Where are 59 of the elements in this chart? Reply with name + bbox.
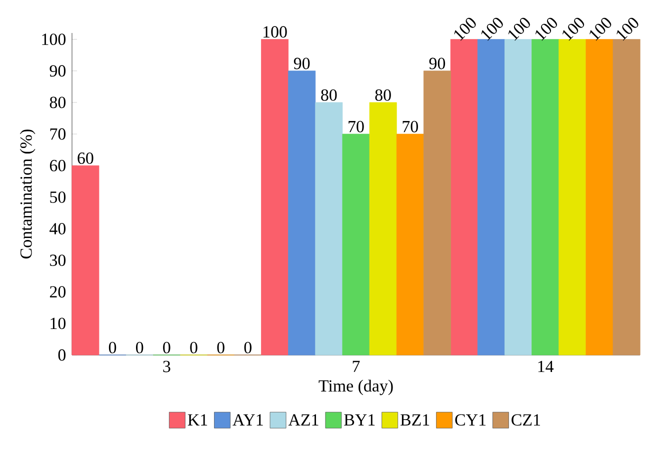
x-tick-label: 14: [538, 360, 554, 372]
bar: [72, 165, 100, 356]
data-label: 100: [481, 18, 503, 41]
data-label: 0: [108, 342, 116, 354]
bar: [315, 102, 343, 356]
bar: [504, 39, 532, 356]
bar: [396, 134, 424, 356]
data-label: 80: [375, 89, 391, 101]
y-tick-label: 10: [50, 318, 66, 330]
x-axis-title: Time (day): [318, 380, 393, 396]
bar: [423, 70, 451, 356]
y-tick-label: 100: [42, 34, 66, 46]
data-label: 0: [244, 342, 252, 354]
y-tick-label: 90: [50, 65, 66, 77]
bar: [261, 39, 289, 356]
bar: [558, 39, 586, 356]
legend-label: AZ1: [288, 414, 318, 426]
bar: [342, 134, 370, 356]
data-label: 0: [163, 342, 170, 354]
data-label: 70: [402, 120, 418, 132]
y-tick-label: 60: [50, 160, 66, 172]
x-tick-label: 7: [352, 360, 360, 372]
bar: [586, 39, 614, 356]
bar: [477, 39, 505, 356]
y-tick-label: 70: [50, 128, 66, 140]
data-label: 100: [616, 18, 638, 41]
bar: [532, 39, 560, 356]
data-label: 100: [535, 18, 558, 41]
data-label: 100: [562, 18, 584, 41]
data-label: 100: [454, 18, 476, 41]
data-label: 100: [264, 26, 287, 38]
legend-label: CZ1: [512, 414, 540, 426]
bar: [369, 102, 397, 356]
data-label: 100: [508, 18, 530, 41]
legend-label: BZ1: [400, 414, 430, 426]
legend-label: CY1: [455, 414, 486, 426]
x-tick-label: 3: [163, 360, 170, 372]
data-label: 0: [217, 342, 224, 354]
y-tick-label: 80: [50, 96, 66, 108]
y-tick-label: 30: [50, 254, 66, 266]
y-tick-label: 40: [50, 223, 66, 234]
data-label: 60: [78, 152, 94, 164]
data-label: 90: [429, 58, 446, 70]
data-label: 70: [348, 120, 364, 132]
bar: [288, 70, 316, 356]
y-axis-title: Contamination (%): [20, 130, 36, 258]
bar: [612, 39, 640, 356]
y-tick-label: 20: [50, 286, 66, 298]
y-tick-label: 0: [58, 349, 66, 361]
bar: [450, 39, 478, 356]
data-label: 100: [590, 18, 612, 41]
legend-label: AY1: [232, 414, 263, 426]
data-label: 0: [136, 342, 144, 354]
y-tick-label: 50: [50, 191, 66, 203]
legend-label: K1: [188, 414, 208, 426]
data-label: 80: [321, 89, 337, 101]
legend-label: BY1: [344, 414, 375, 426]
data-label: 90: [294, 58, 310, 70]
data-label: 0: [190, 342, 198, 354]
